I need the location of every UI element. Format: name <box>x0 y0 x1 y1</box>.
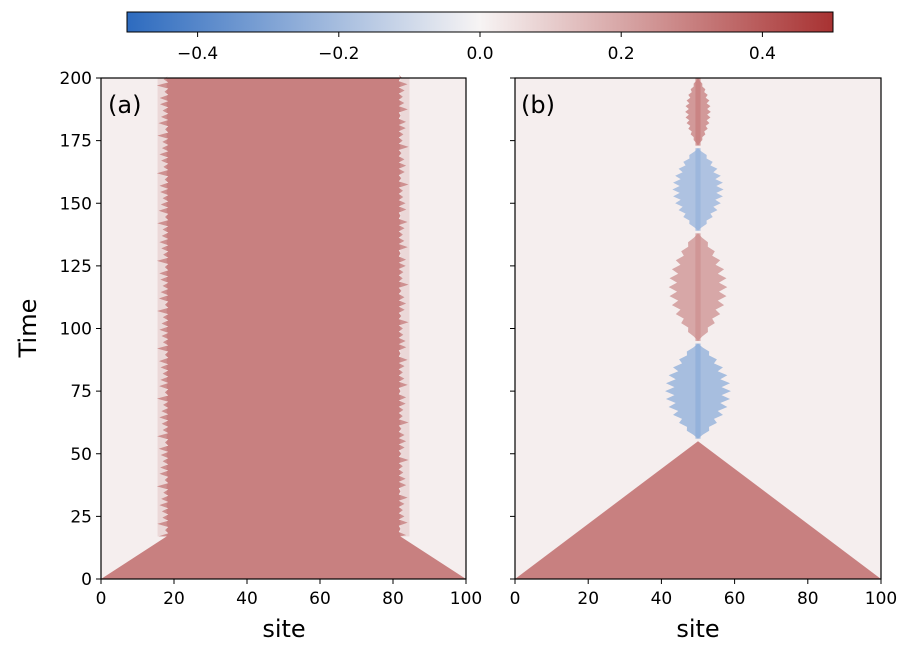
colorbar-tick-label: 0.2 <box>608 44 635 64</box>
x-tick-label: 80 <box>382 589 404 609</box>
y-tick-label: 0 <box>81 570 92 590</box>
x-tick-label: 20 <box>163 589 185 609</box>
panel-b: (b) 0 20 40 60 80 100 site <box>510 78 898 643</box>
x-tick-label: 0 <box>510 589 521 609</box>
y-ticks-a: 0 25 50 75 100 125 150 175 200 <box>60 69 101 590</box>
colorbar-tick-label: 0.0 <box>466 44 493 64</box>
x-tick-label: 20 <box>577 589 599 609</box>
y-tick-label: 50 <box>70 445 92 465</box>
y-ticks-b <box>510 78 515 579</box>
figure: −0.4 −0.2 0.0 0.2 0.4 (a) 0 20 40 60 80 100 0 25 50… <box>0 0 916 654</box>
colorbar-ticks: −0.4 −0.2 0.0 0.2 0.4 <box>177 32 776 64</box>
y-tick-label: 125 <box>60 257 92 277</box>
band-fringe-right <box>400 78 409 536</box>
blob-core <box>695 344 700 439</box>
colorbar-gradient <box>127 12 833 32</box>
x-tick-label: 60 <box>309 589 331 609</box>
x-tick-label: 80 <box>797 589 819 609</box>
x-ticks-b: 0 20 40 60 80 100 <box>510 579 898 609</box>
y-tick-label: 175 <box>60 132 92 152</box>
panel-a: (a) 0 20 40 60 80 100 0255075100125150175200 … <box>60 69 483 643</box>
x-tick-label: 100 <box>450 589 482 609</box>
panel-label-a: (a) <box>108 91 141 119</box>
blob-core <box>695 78 700 146</box>
y-tick-label: 25 <box>70 507 92 527</box>
band-fringe-left <box>158 78 167 536</box>
heatmap-a <box>101 75 466 579</box>
blob-core <box>695 233 700 341</box>
y-axis-label: Time <box>14 299 42 359</box>
x-tick-label: 60 <box>724 589 746 609</box>
heatmap-b <box>515 78 881 579</box>
colorbar-tick-label: −0.2 <box>318 44 359 64</box>
colorbar: −0.4 −0.2 0.0 0.2 0.4 <box>127 12 833 64</box>
y-tick-label: 75 <box>70 382 92 402</box>
x-tick-label: 0 <box>96 589 107 609</box>
x-axis-label-a: site <box>262 615 305 643</box>
y-tick-label: 200 <box>60 69 92 89</box>
panel-label-b: (b) <box>521 91 555 119</box>
colorbar-tick-label: −0.4 <box>177 44 218 64</box>
x-ticks-a: 0 20 40 60 80 100 <box>96 579 483 609</box>
x-tick-label: 40 <box>236 589 258 609</box>
blob-core <box>695 148 700 231</box>
x-tick-label: 100 <box>865 589 897 609</box>
y-tick-label: 150 <box>60 194 92 214</box>
colorbar-tick-label: 0.4 <box>749 44 776 64</box>
y-tick-label: 100 <box>60 320 92 340</box>
x-tick-label: 40 <box>651 589 673 609</box>
x-axis-label-b: site <box>676 615 719 643</box>
